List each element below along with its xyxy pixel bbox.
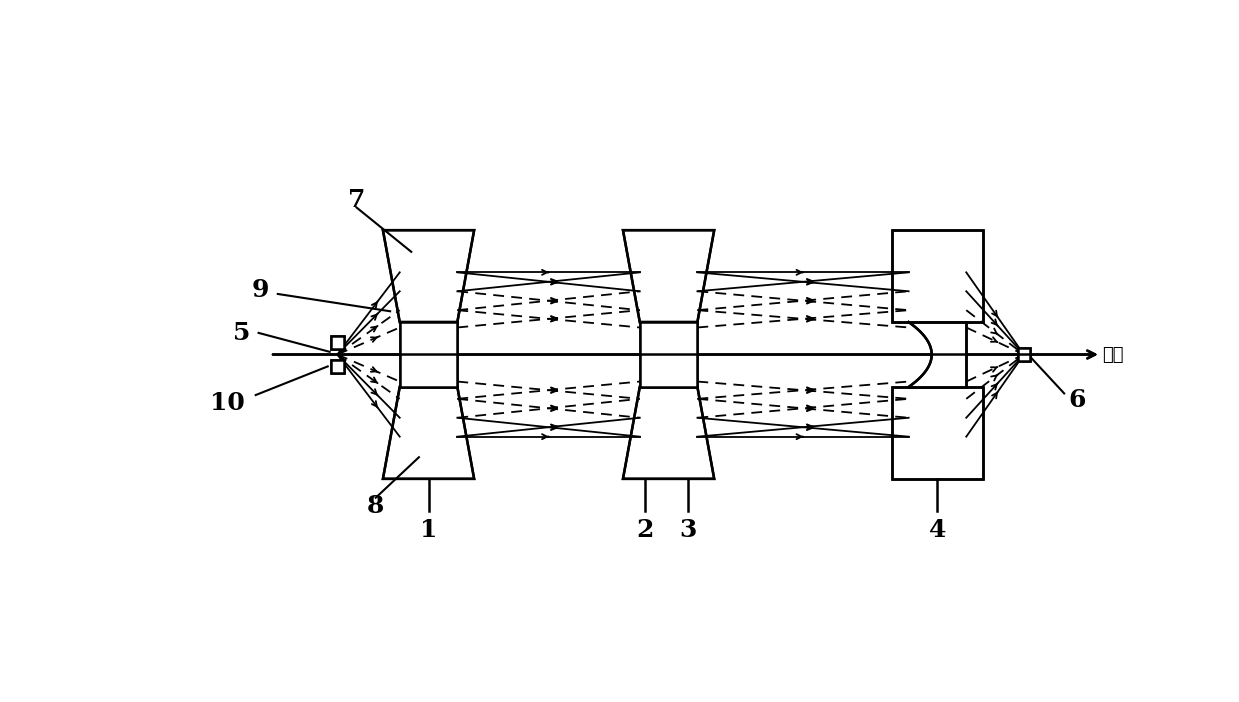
Text: 6: 6	[1068, 388, 1085, 413]
Text: 2: 2	[636, 518, 653, 542]
Bar	[639, 322, 698, 387]
Text: 9: 9	[252, 278, 269, 302]
Bar	[331, 360, 343, 373]
Bar	[639, 322, 698, 387]
Text: 光轴: 光轴	[1103, 345, 1124, 364]
Bar	[400, 322, 457, 387]
Text: 3: 3	[679, 518, 696, 542]
Text: 4: 4	[929, 518, 947, 542]
Bar	[331, 336, 343, 349]
Bar	[400, 322, 457, 387]
Text: 7: 7	[348, 188, 366, 213]
Text: 10: 10	[209, 391, 244, 415]
Polygon shape	[908, 322, 966, 387]
Bar	[1017, 348, 1030, 361]
Text: 8: 8	[367, 494, 384, 518]
Bar	[331, 360, 343, 373]
Text: 1: 1	[420, 518, 437, 542]
Bar	[1017, 348, 1030, 361]
Polygon shape	[908, 322, 966, 387]
Bar	[331, 336, 343, 349]
Text: 5: 5	[233, 321, 250, 345]
